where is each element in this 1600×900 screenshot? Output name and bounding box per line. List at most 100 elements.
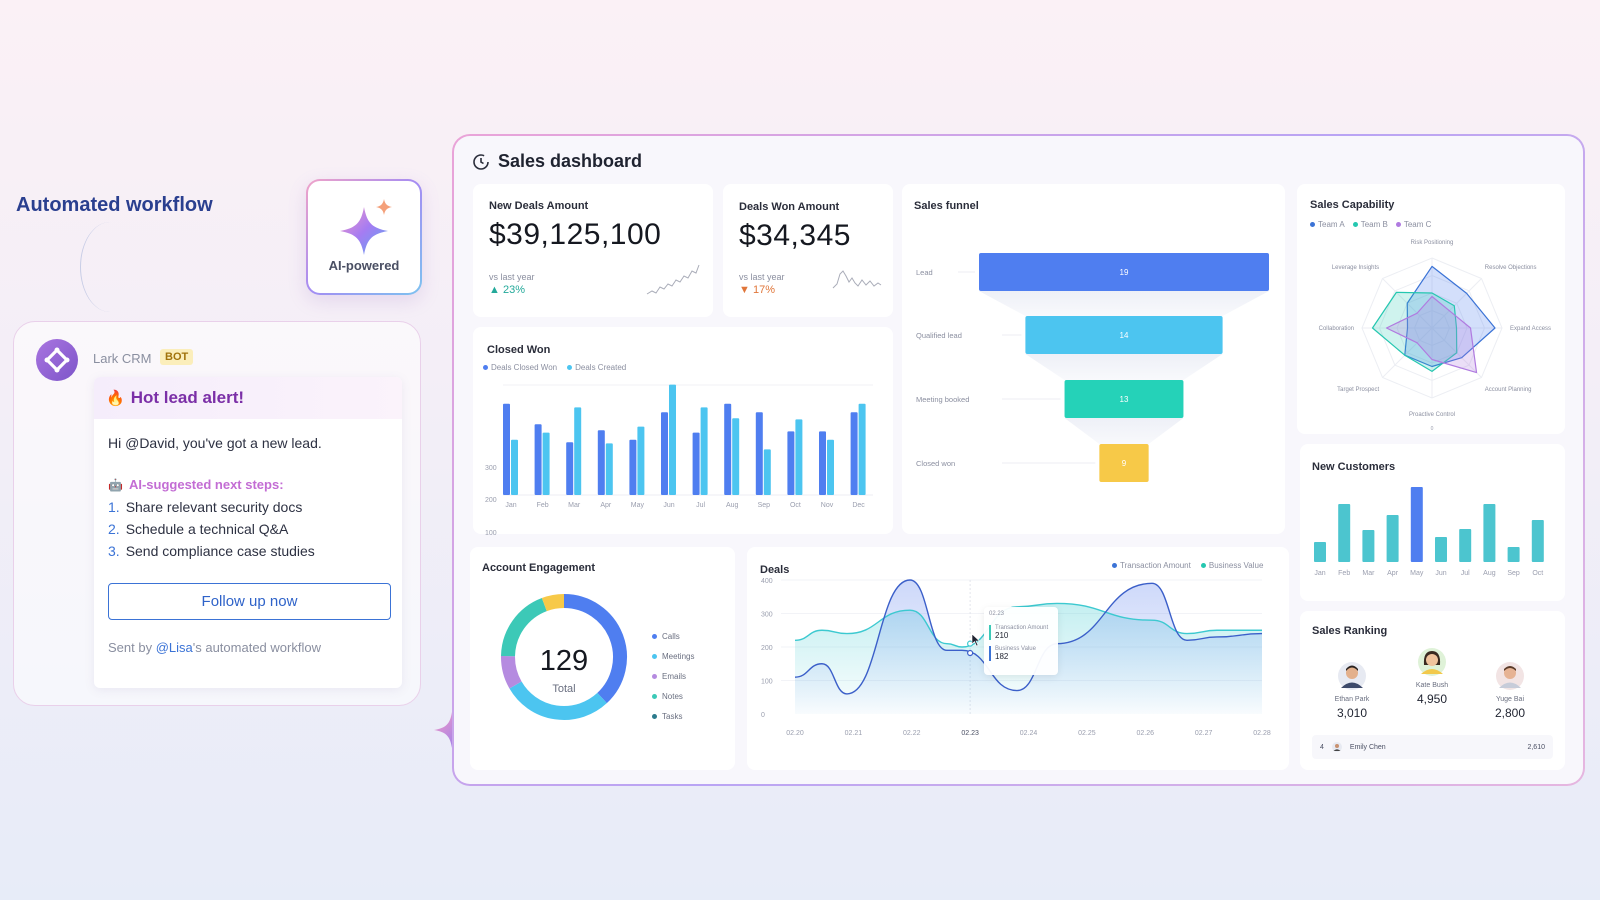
x-tick-label: Jun	[663, 502, 674, 509]
deals-won-change: ▼ 17%	[739, 284, 775, 296]
bot-badge: BOT	[160, 349, 194, 365]
rank-person-1[interactable]: Ethan Park 3,010	[1324, 661, 1380, 720]
radar-axis-label: Collaboration	[1319, 326, 1354, 332]
x-tick-label: 02.28	[1253, 730, 1271, 737]
workflow-connector	[80, 222, 140, 312]
deals-legend: Transaction Amount Business Value	[1112, 561, 1263, 570]
avatar	[1496, 662, 1524, 690]
funnel-stage-bar	[1099, 444, 1149, 482]
x-tick-label: 02.23	[961, 730, 979, 737]
y-tick-label: 100	[485, 530, 497, 537]
ranking-row[interactable]: 4 Emily Chen 2,610	[1312, 735, 1553, 759]
x-tick-label: Jul	[696, 502, 705, 509]
radar-axis-label: Expand Access	[1510, 326, 1551, 332]
dashboard-title: Sales dashboard	[498, 151, 643, 171]
closed-won-chart: 300 200 100 Jan Feb Mar Apr May Jun Jul Aug Sep Oct N…	[485, 384, 873, 537]
funnel-stage-value: 14	[1120, 331, 1129, 340]
x-tick-label: Feb	[1338, 570, 1350, 577]
suggestion-title: AI-suggested next steps:	[128, 477, 284, 492]
bar-deals-closed-won	[692, 432, 700, 495]
deals-won-title: Deals Won Amount	[739, 201, 840, 213]
radar-axis-label: Risk Positioning	[1411, 240, 1454, 246]
radar-team-area	[1385, 295, 1478, 374]
bar-deals-created	[858, 403, 866, 495]
new-deals-title: New Deals Amount	[489, 200, 589, 212]
mouse-cursor-icon	[971, 633, 981, 647]
legend-item: Notes	[652, 687, 694, 707]
legend-item: Transaction Amount	[1112, 561, 1191, 570]
donut-segment	[501, 655, 522, 689]
bar-deals-created	[763, 449, 771, 495]
new-customers-bar	[1362, 530, 1375, 562]
bar-deals-created	[732, 418, 740, 495]
deals-won-vs: vs last year	[739, 272, 785, 282]
new-customers-bar	[1507, 547, 1520, 562]
deals-card: Deals Transaction Amount Business Value …	[747, 547, 1289, 770]
closed-won-card: Closed Won Deals Closed Won Deals Create…	[473, 327, 893, 537]
x-tick-label: Sep	[1507, 570, 1520, 577]
deals-won-card[interactable]: Deals Won Amount $34,345 vs last year ▼ …	[723, 184, 893, 317]
radar-tick-label: 0	[1431, 426, 1434, 432]
x-tick-label: Feb	[537, 502, 549, 509]
new-customers-bar	[1314, 542, 1326, 562]
step-item: 2. Schedule a technical Q&A	[108, 521, 289, 537]
bar-deals-closed-won	[724, 403, 732, 495]
funnel-connector	[1064, 418, 1184, 444]
hot-lead-message-card: 🔥 Hot lead alert! Hi @David, you've got …	[94, 377, 402, 688]
new-deals-sparkline	[646, 264, 700, 295]
x-tick-label: Jan	[505, 502, 516, 509]
funnel-stage-bar	[1025, 316, 1223, 354]
ranking-title: Sales Ranking	[1312, 625, 1388, 637]
radar-axis-line	[1382, 327, 1433, 378]
closed-won-legend: Deals Closed Won Deals Created	[483, 363, 626, 372]
bar-deals-closed-won	[534, 424, 542, 495]
funnel-connector	[979, 291, 1269, 316]
funnel-stage-value: 9	[1122, 459, 1127, 468]
transaction-amount-area	[795, 580, 1262, 714]
engagement-title: Account Engagement	[482, 562, 596, 574]
new-customers-bar	[1435, 537, 1447, 562]
radar-axis-line	[1431, 278, 1482, 329]
radar-axis-label: Leverage Insights	[1332, 265, 1379, 271]
y-tick-label: 400	[761, 578, 773, 585]
x-tick-label: Oct	[1532, 570, 1543, 577]
bar-deals-closed-won	[597, 430, 605, 495]
radar-axis-label: Resolve Objections	[1485, 265, 1537, 271]
capability-legend: Team A Team B Team C	[1310, 220, 1431, 229]
bar-deals-created	[669, 384, 676, 495]
rank-person-3[interactable]: Yuge Bai 2,800	[1482, 661, 1538, 720]
follow-up-button[interactable]: Follow up now	[108, 583, 391, 620]
lisa-mention-link[interactable]: @Lisa	[155, 640, 193, 655]
crm-sender-name: Lark CRM	[93, 351, 152, 366]
x-tick-label: Jan	[1314, 570, 1325, 577]
new-customers-chart: Jan Feb Mar Apr May Jun Jul Aug Sep Oct	[1314, 487, 1544, 577]
x-tick-label: 02.20	[786, 730, 804, 737]
funnel-stage-value: 19	[1120, 268, 1129, 277]
capability-radar-chart: Risk Positioning Resolve Objections Expand…	[1319, 240, 1551, 432]
funnel-stage-label: Qualified lead	[916, 331, 962, 340]
bar-deals-created	[700, 407, 708, 495]
donut-segment	[541, 594, 565, 612]
deals-title: Deals	[760, 564, 790, 576]
new-customers-bar	[1459, 529, 1472, 562]
ai-powered-card[interactable]: AI-powered	[306, 179, 422, 295]
funnel-chart: 19 Lead 14 Qualified lead 13 Meeting booked 9 C…	[916, 253, 1269, 482]
lark-crm-avatar	[36, 339, 78, 381]
rank-person-2[interactable]: Kate Bush 4,950	[1404, 647, 1460, 706]
x-tick-label: Nov	[821, 502, 834, 509]
x-tick-label: 02.27	[1195, 730, 1213, 737]
funnel-stage-label: Lead	[916, 268, 933, 277]
new-deals-card[interactable]: New Deals Amount $39,125,100 vs last yea…	[473, 184, 713, 317]
engagement-donut-chart	[501, 594, 627, 720]
ai-powered-label: AI-powered	[328, 258, 400, 273]
x-tick-label: Aug	[1483, 570, 1496, 577]
bar-deals-closed-won	[566, 442, 574, 495]
bar-deals-created	[827, 439, 834, 495]
workflow-title: Automated workflow	[16, 194, 213, 216]
bar-deals-closed-won	[755, 412, 763, 495]
engagement-total-label: Total	[552, 683, 576, 695]
y-tick-label: 0	[761, 712, 765, 719]
message-header: 🔥 Hot lead alert!	[94, 377, 402, 419]
donut-segment	[509, 681, 607, 720]
new-customers-bar	[1531, 520, 1544, 562]
